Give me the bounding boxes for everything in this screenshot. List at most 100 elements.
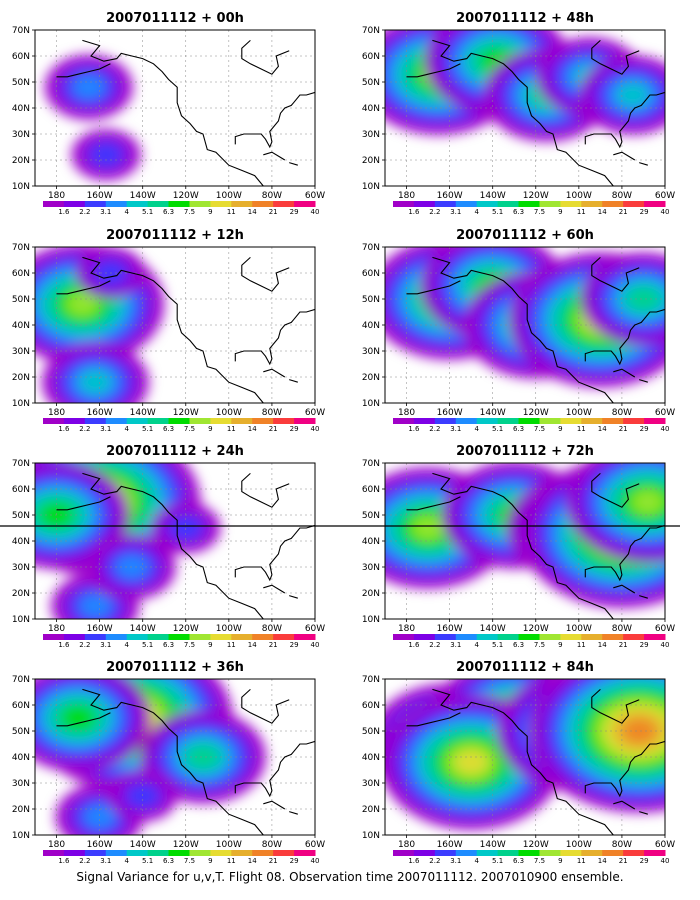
coastline <box>639 595 648 599</box>
coastline <box>56 63 111 78</box>
colorbar-swatch <box>273 634 295 640</box>
colorbar-swatch <box>393 850 415 856</box>
x-tick-label: 140W <box>480 840 506 850</box>
grid-lines <box>385 30 665 186</box>
y-tick-label: 40N <box>12 753 30 763</box>
coastline <box>289 811 298 815</box>
colorbar-swatch <box>602 418 624 424</box>
x-tick-label: 60W <box>655 840 675 850</box>
coastlines <box>406 688 665 835</box>
y-tick-label: 50N <box>362 78 380 88</box>
y-tick-label: 20N <box>12 373 30 383</box>
y-tick-label: 10N <box>362 399 380 409</box>
coastline <box>56 712 111 727</box>
coastline <box>56 496 111 511</box>
variance-field <box>35 463 315 619</box>
grid-lines <box>385 247 665 403</box>
colorbar-swatch <box>560 418 582 424</box>
colorbar-label: 9 <box>558 425 562 433</box>
colorbar-label: 21 <box>269 208 278 216</box>
colorbar-swatch <box>623 634 645 640</box>
colorbar: 1.6 2.2 3.1 4 5.1 6.3 7.5 9 11 14 21 29 40 <box>43 634 319 649</box>
colorbar-label: 2.2 <box>429 641 440 649</box>
variance-blob <box>79 594 112 618</box>
colorbar-swatch <box>434 418 457 424</box>
colorbar-swatch <box>602 201 624 207</box>
colorbar-swatch <box>518 850 540 856</box>
x-tick-label: 180 <box>398 840 415 850</box>
coastline <box>241 472 290 508</box>
colorbar-swatch <box>413 201 436 207</box>
colorbar-label: 5.1 <box>142 857 153 865</box>
x-tick-label: 100W <box>216 191 242 201</box>
x-tick-label: 60W <box>305 624 325 634</box>
variance-contours <box>35 679 267 835</box>
colorbar-label: 40 <box>661 425 670 433</box>
coastlines <box>56 256 315 403</box>
variance-contours <box>385 679 665 831</box>
y-tick-label: 50N <box>12 727 30 737</box>
colorbar: 1.6 2.2 3.1 4 5.1 6.3 7.5 9 11 14 21 29 40 <box>393 201 669 216</box>
colorbar-swatch <box>105 201 128 207</box>
y-tick-label: 20N <box>362 156 380 166</box>
colorbar-swatch <box>518 418 540 424</box>
colorbar-label: 14 <box>598 208 607 216</box>
y-tick-label: 10N <box>12 182 30 192</box>
x-tick-label: 80W <box>262 840 282 850</box>
coastline <box>82 256 264 403</box>
colorbar-label: 3.1 <box>450 425 461 433</box>
x-tick-label: 60W <box>655 191 675 201</box>
colorbar-swatch <box>84 634 107 640</box>
coastline <box>591 472 640 508</box>
colorbar-label: 3.1 <box>100 208 111 216</box>
colorbar-swatch <box>105 634 128 640</box>
colorbar-label: 14 <box>598 641 607 649</box>
coastline <box>406 280 461 295</box>
y-tick-label: 30N <box>362 130 380 140</box>
colorbar-swatch <box>434 850 457 856</box>
y-tick-label: 40N <box>362 753 380 763</box>
colorbar-swatch <box>43 850 65 856</box>
colorbar-swatch <box>413 634 436 640</box>
colorbar-label: 6.3 <box>513 208 524 216</box>
colorbar-swatch <box>168 850 190 856</box>
colorbar-swatch <box>518 201 540 207</box>
y-tick-label: 10N <box>12 399 30 409</box>
variance-blob <box>61 706 95 730</box>
map-panel: 2007011112 + 24h 180 160W 140W 120W 100W 80W 60… <box>12 444 325 649</box>
y-tick-label: 30N <box>12 347 30 357</box>
y-tick-label: 50N <box>12 78 30 88</box>
colorbar-label: 11 <box>577 857 586 865</box>
colorbar-swatch <box>189 418 211 424</box>
variance-field <box>35 30 315 186</box>
y-tick-label: 60N <box>12 269 30 279</box>
coastline <box>584 524 665 582</box>
colorbar-label: 1.6 <box>58 641 70 649</box>
coastline <box>639 162 648 166</box>
x-tick-label: 80W <box>612 840 632 850</box>
coastline <box>82 39 264 186</box>
map-panel: 2007011112 + 72h 180 160W 140W 120W 100W 80W 60… <box>362 444 675 649</box>
colorbar-swatch <box>126 201 149 207</box>
coastline <box>591 39 640 75</box>
colorbar-swatch <box>623 201 645 207</box>
coastline <box>263 151 286 161</box>
colorbar-label: 1.6 <box>58 208 70 216</box>
x-tick-label: 120W <box>523 191 549 201</box>
coastline <box>591 688 640 724</box>
y-tick-label: 10N <box>362 182 380 192</box>
colorbar-swatch <box>168 201 190 207</box>
coastline <box>613 151 636 161</box>
x-tick-label: 160W <box>87 840 113 850</box>
coastline <box>584 740 665 798</box>
y-tick-label: 40N <box>12 104 30 114</box>
colorbar-swatch <box>210 634 232 640</box>
colorbar-swatch <box>189 201 211 207</box>
colorbar-label: 11 <box>577 425 586 433</box>
coastlines <box>406 472 665 619</box>
colorbar-swatch <box>602 850 624 856</box>
x-tick-label: 140W <box>480 408 506 418</box>
colorbar-swatch <box>455 850 478 856</box>
variance-field <box>385 463 665 619</box>
y-tick-label: 50N <box>362 295 380 305</box>
